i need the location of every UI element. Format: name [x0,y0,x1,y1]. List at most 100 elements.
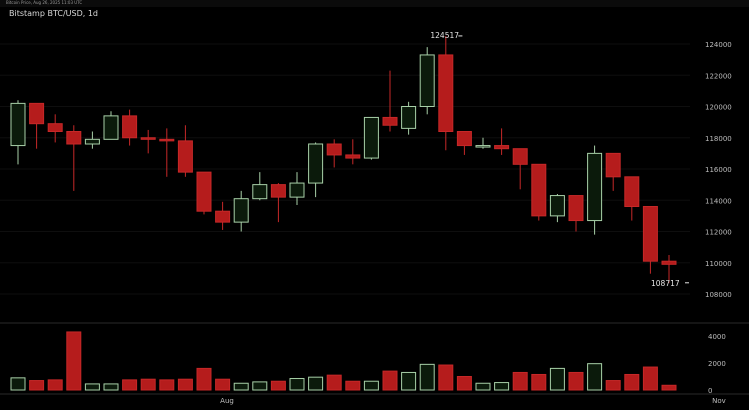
volume-tick-label: 2000 [708,360,726,368]
candle-body [196,171,212,212]
candle-wicks [17,35,670,283]
volume-tick-label: 0 [708,387,712,395]
volume-bar [419,363,435,391]
volume-bar [382,370,398,391]
candle-body [661,260,677,265]
candle-body [233,198,249,223]
candle-body [382,116,398,126]
candle-body [122,115,138,139]
volume-bars [10,331,677,391]
volume-tick-label: 4000 [708,333,726,341]
candle-body [549,195,565,217]
candle-body [605,152,621,178]
time-axis: Aug Nov [220,397,726,405]
price-annotations: 124517 108717 [430,31,689,288]
volume-bar [252,381,268,391]
high-price-label: 124517 [430,31,459,40]
volume-bar [326,374,342,391]
candle-body [159,138,175,142]
time-tick-label: Aug [220,397,234,405]
volume-bar [605,380,621,391]
candle-bodies [10,54,677,265]
candle-body [587,152,603,222]
candle-body [47,123,63,132]
candle-body [103,115,119,140]
chart-symbol-label: Bitstamp BTC/USD, 1d [9,9,99,18]
price-axis: 124000 122000 120000 118000 116000 114000 1120… [705,41,732,299]
candle-body [215,210,231,223]
candle-body [456,131,472,147]
candle-body [252,184,268,200]
volume-bar [512,371,528,391]
candle-body [494,145,510,150]
volume-bar [122,379,138,391]
volume-bar [438,364,454,391]
volume-bar [66,331,82,391]
price-tick-label: 112000 [705,229,732,237]
volume-bar [531,373,547,391]
price-tick-label: 108000 [705,291,732,299]
candle-body [531,163,547,217]
price-grid [0,43,690,295]
price-tick-label: 114000 [705,197,732,205]
volume-bar [661,384,677,391]
volume-bar [84,383,100,391]
price-tick-label: 116000 [705,166,732,174]
candle-body [512,148,528,165]
candle-body [66,131,82,145]
candle-body [401,106,417,129]
price-tick-label: 122000 [705,72,732,80]
price-tick-label: 110000 [705,260,732,268]
volume-axis: 4000 2000 0 [708,333,726,395]
volume-bar [233,382,249,391]
volume-bar [549,367,565,391]
candle-body [84,138,100,145]
volume-bar [177,378,193,391]
volume-bar [29,380,45,391]
candle-body [177,140,193,173]
window-caption: Bitcoin Price, Aug 26, 2025 11:03 UTC [6,0,83,5]
volume-bar [289,378,305,391]
volume-bar [196,367,212,391]
volume-bar [494,382,510,391]
volume-bar [103,383,119,391]
low-price-label: 108717 [651,279,680,288]
volume-bar [624,373,640,391]
volume-bar [345,380,361,391]
candle-body [29,102,45,125]
candle-body [642,206,658,262]
candle-body [10,102,26,147]
candle-body [624,176,640,207]
volume-bar [215,378,231,391]
volume-bar [308,376,324,391]
volume-bar [475,382,491,391]
candle-body [438,54,454,132]
volume-bar [10,377,26,391]
price-tick-label: 118000 [705,135,732,143]
volume-bar [47,379,63,391]
volume-bar [363,380,379,391]
candle-body [363,116,379,159]
volume-bar [159,379,175,391]
volume-bar [140,378,156,391]
candle-body [140,137,156,140]
volume-bar [587,363,603,391]
candle-body [308,143,324,184]
candle-body [270,184,286,198]
candle-body [475,145,491,148]
candle-body [326,143,342,156]
volume-bar [456,376,472,391]
volume-bar [568,371,584,391]
candle-body [289,182,305,198]
candle-body [419,54,435,107]
top-caption-bar [0,0,749,7]
volume-bar [270,380,286,391]
price-tick-label: 124000 [705,41,732,49]
time-tick-label: Nov [712,397,726,405]
volume-bar [401,371,417,391]
candle-body [345,154,361,159]
candle-body [568,195,584,222]
volume-bar [642,366,658,391]
price-tick-label: 120000 [705,104,732,112]
